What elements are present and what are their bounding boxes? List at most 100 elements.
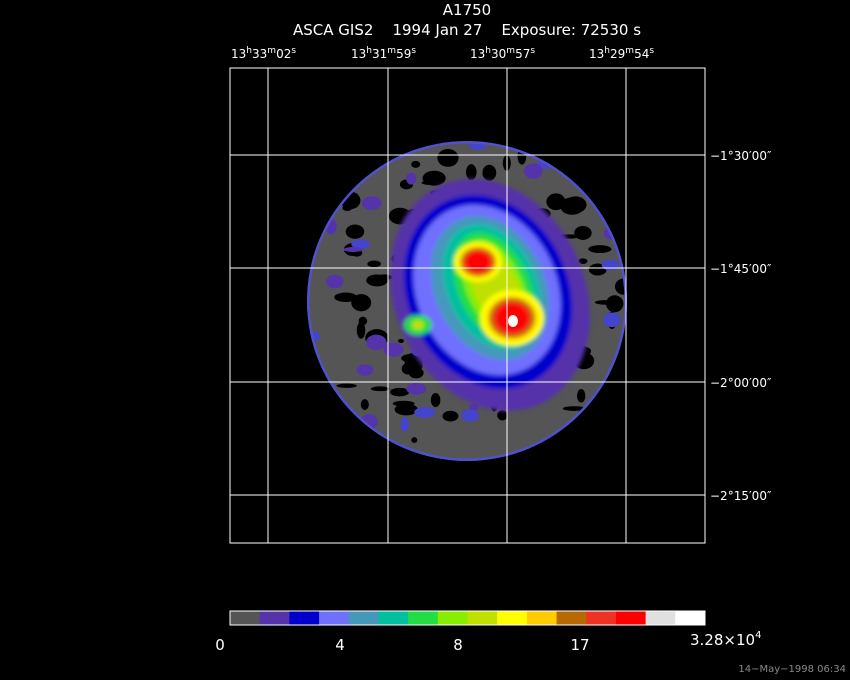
blue-patch <box>468 142 486 150</box>
blue-patch <box>361 196 382 211</box>
dark-patch <box>411 160 421 168</box>
value: 59 <box>396 47 411 61</box>
blue-patch <box>366 334 387 351</box>
dark-patch <box>594 300 617 305</box>
unit: m <box>506 46 515 56</box>
blue-patch <box>524 163 543 179</box>
dark-patch <box>442 410 459 422</box>
dark-patch <box>422 170 446 186</box>
dark-patch <box>466 164 477 181</box>
ra-label: 13h31m59s <box>351 46 416 61</box>
blue-patch <box>461 409 480 422</box>
dec-label: −2°00′00″ <box>710 376 772 390</box>
dark-patch <box>437 148 459 167</box>
blue-patch <box>603 312 621 328</box>
exponent: 4 <box>755 630 761 641</box>
value: 30 <box>491 47 506 61</box>
dark-patch <box>560 197 585 215</box>
colorbar-segment <box>645 611 676 625</box>
value: 13 <box>589 47 604 61</box>
blue-patch <box>414 406 436 418</box>
dark-patch <box>360 399 369 411</box>
colorbar-segment <box>289 611 320 625</box>
unit: s <box>411 46 416 56</box>
colorbar-label: 4 <box>335 636 345 654</box>
dark-patch <box>351 294 372 312</box>
colorbar-segment <box>467 611 498 625</box>
blue-patch <box>356 364 374 376</box>
unit: m <box>625 46 634 56</box>
timestamp: 14−May−1998 06:34 <box>738 664 846 675</box>
unit: h <box>604 46 610 56</box>
dark-patch <box>574 225 592 240</box>
subtitle: ASCA GIS2 1994 Jan 27 Exposure: 72530 s <box>293 21 641 39</box>
dark-patch <box>411 437 418 443</box>
blue-patch <box>406 382 427 395</box>
emission <box>390 179 590 411</box>
dark-patch <box>336 383 357 388</box>
dark-patch <box>358 316 368 326</box>
dark-patch <box>562 406 586 411</box>
colorbar-segment <box>408 611 439 625</box>
value: 13 <box>470 47 485 61</box>
colorbar-segment <box>556 611 587 625</box>
dark-patch <box>588 245 612 254</box>
dec-label: −2°15′00″ <box>710 489 772 503</box>
value: 54 <box>634 47 649 61</box>
dark-patch <box>605 295 624 313</box>
colorbar-label: 8 <box>453 636 463 654</box>
colorbar-segment <box>259 611 290 625</box>
dec-label: −1°30′00″ <box>710 149 772 163</box>
dark-patch <box>497 410 508 421</box>
colorbar-segment <box>675 611 706 625</box>
blue-patch <box>469 403 479 412</box>
dark-patch <box>546 193 566 211</box>
unit: s <box>649 46 654 56</box>
dark-patch <box>389 387 410 397</box>
dark-patch <box>356 321 366 339</box>
blue-patch <box>351 239 370 250</box>
blue-patch <box>400 417 410 432</box>
dark-patch <box>578 258 588 264</box>
xray-image <box>307 141 627 461</box>
peak-center <box>508 315 518 327</box>
unit: s <box>291 46 296 56</box>
value: 13 <box>351 47 366 61</box>
dark-patch <box>614 278 627 295</box>
colorbar-segment <box>378 611 409 625</box>
blue-patch <box>343 247 363 253</box>
dec-label: −1°45′00″ <box>710 262 772 276</box>
peak-contour <box>466 252 490 272</box>
unit: h <box>485 46 491 56</box>
colorbar-frame <box>229 610 706 626</box>
title: A1750 <box>443 1 491 19</box>
frame <box>229 67 706 544</box>
colorbar-segment <box>348 611 379 625</box>
colorbar-segment <box>586 611 617 625</box>
coordinate-grid <box>229 67 706 544</box>
colorbar-segment <box>615 611 647 625</box>
dark-patch <box>482 164 497 181</box>
colorbar-segment <box>230 611 261 625</box>
blue-patch <box>383 342 404 357</box>
colorbar-segment <box>437 611 468 625</box>
value: 29 <box>610 47 625 61</box>
value: 13 <box>231 47 246 61</box>
colorbar-label: 17 <box>570 636 589 654</box>
unit: h <box>366 46 372 56</box>
dark-patch <box>577 389 586 403</box>
blue-patch <box>326 274 344 289</box>
unit: m <box>267 46 276 56</box>
unit: s <box>530 46 535 56</box>
dark-patch <box>345 224 365 239</box>
value: 57 <box>515 47 530 61</box>
value: 02 <box>276 47 291 61</box>
value: 31 <box>372 47 387 61</box>
ra-label: 13h30m57s <box>470 46 535 61</box>
colorbar-max: 3.28×104 <box>690 630 761 649</box>
dark-patch <box>334 292 358 303</box>
colorbar-segment <box>526 611 558 625</box>
dark-patch <box>430 393 441 408</box>
blue-patch <box>406 172 417 185</box>
